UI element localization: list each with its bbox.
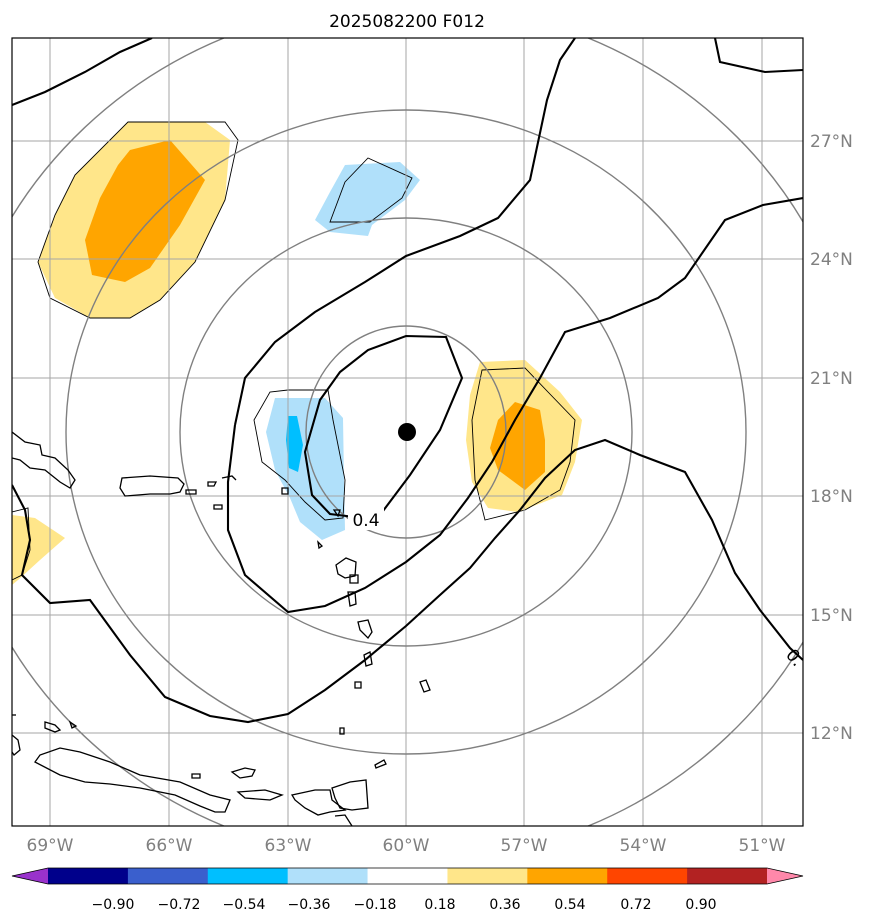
lon-label: 57°W <box>501 836 548 856</box>
lat-label: 12°N <box>810 724 853 744</box>
chart-title: 2025082200 F012 <box>329 12 485 32</box>
colorbar-tick-label: −0.36 <box>288 897 331 913</box>
storm-center-marker <box>398 423 416 441</box>
colorbar-segment <box>207 868 289 884</box>
range-rings <box>12 38 803 826</box>
colorbar-segment <box>287 868 369 884</box>
colorbar-segment <box>127 868 209 884</box>
contour-label-0-4: 0.4 <box>352 511 379 531</box>
lon-label: 66°W <box>146 836 193 856</box>
colorbar-tick-label: 0.36 <box>489 897 520 913</box>
graticule <box>12 38 803 826</box>
colorbar-segment <box>48 868 129 884</box>
lon-label: 51°W <box>739 836 786 856</box>
colorbar-tick-label: 0.72 <box>620 897 651 913</box>
negative-anomaly-center <box>266 398 345 540</box>
colorbar-segment <box>607 868 688 884</box>
colorbar-tick-label: 0.54 <box>554 897 585 913</box>
thick-contours <box>12 38 803 724</box>
colorbar-tick-label: 0.90 <box>685 897 716 913</box>
lat-labels: 27°N 24°N 21°N 18°N 15°N 12°N <box>810 132 853 744</box>
lon-label: 54°W <box>620 836 667 856</box>
lon-label: 63°W <box>265 836 312 856</box>
lat-label: 18°N <box>810 487 853 507</box>
thin-contours <box>12 121 576 581</box>
shaded-fields <box>12 122 582 585</box>
lon-labels: 69°W 66°W 63°W 60°W 57°W 54°W 51°W <box>27 836 786 856</box>
positive-anomaly-west-edge <box>12 515 65 585</box>
positive-anomaly-east-core <box>490 402 545 490</box>
colorbar-tick-label: −0.54 <box>223 897 266 913</box>
colorbar-segment <box>447 868 528 884</box>
colorbar <box>11 867 804 885</box>
lat-label: 15°N <box>810 606 853 626</box>
colorbar-labels: −0.90 −0.72 −0.54 −0.36 −0.18 0.18 0.36 … <box>92 897 717 913</box>
lat-label: 24°N <box>810 250 853 270</box>
contour-label-bg <box>348 508 384 530</box>
negative-anomaly-north <box>315 162 420 236</box>
colorbar-segment <box>687 868 768 884</box>
colorbar-tick-label: −0.90 <box>92 897 135 913</box>
lon-label: 69°W <box>27 836 74 856</box>
map-area: 0.4 0. <box>12 38 803 826</box>
negative-anomaly-center-core <box>286 416 303 472</box>
colorbar-tick-label: 0.18 <box>424 897 455 913</box>
colorbar-tick-label: −0.72 <box>158 897 201 913</box>
colorbar-segment <box>367 868 448 884</box>
positive-anomaly-nw-core <box>85 140 205 282</box>
lat-label: 27°N <box>810 132 853 152</box>
colorbar-tick-label: −0.18 <box>354 897 397 913</box>
lon-label: 60°W <box>383 836 430 856</box>
colorbar-outline <box>11 867 804 885</box>
map-frame <box>11 37 804 827</box>
coastlines <box>12 431 431 826</box>
colorbar-extend-low <box>12 868 48 884</box>
lat-label: 21°N <box>810 369 853 389</box>
colorbar-segment <box>527 868 608 884</box>
colorbar-extend-high <box>767 868 803 884</box>
